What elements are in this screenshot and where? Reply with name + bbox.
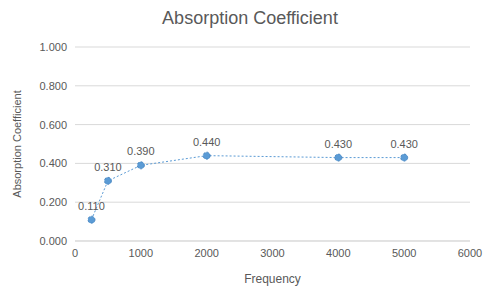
svg-text:0.110: 0.110	[78, 200, 105, 212]
svg-text:2000: 2000	[194, 247, 218, 259]
svg-text:4000: 4000	[326, 247, 350, 259]
svg-text:1000: 1000	[129, 247, 153, 259]
svg-text:0: 0	[72, 247, 78, 259]
svg-text:0.430: 0.430	[325, 138, 353, 150]
svg-text:3000: 3000	[260, 247, 284, 259]
html-text:Absorption Coefficient: Absorption Coefficient	[162, 8, 338, 28]
svg-text:Frequency: Frequency	[244, 272, 301, 286]
svg-text:0.430: 0.430	[390, 138, 418, 150]
svg-text:0.400: 0.400	[39, 157, 67, 169]
svg-text:Absorption Coefficient: Absorption Coefficient	[11, 90, 23, 197]
svg-text:0.390: 0.390	[127, 145, 155, 157]
svg-text:6000: 6000	[458, 247, 482, 259]
svg-text:0.310: 0.310	[94, 161, 122, 173]
svg-text:5000: 5000	[392, 247, 416, 259]
svg-text:0.000: 0.000	[39, 235, 67, 247]
svg-text:0.200: 0.200	[39, 196, 67, 208]
svg-text:0.800: 0.800	[39, 80, 67, 92]
svg-text:0.440: 0.440	[193, 136, 221, 148]
svg-text:1.000: 1.000	[39, 41, 67, 53]
svg-text:0.600: 0.600	[39, 119, 67, 131]
